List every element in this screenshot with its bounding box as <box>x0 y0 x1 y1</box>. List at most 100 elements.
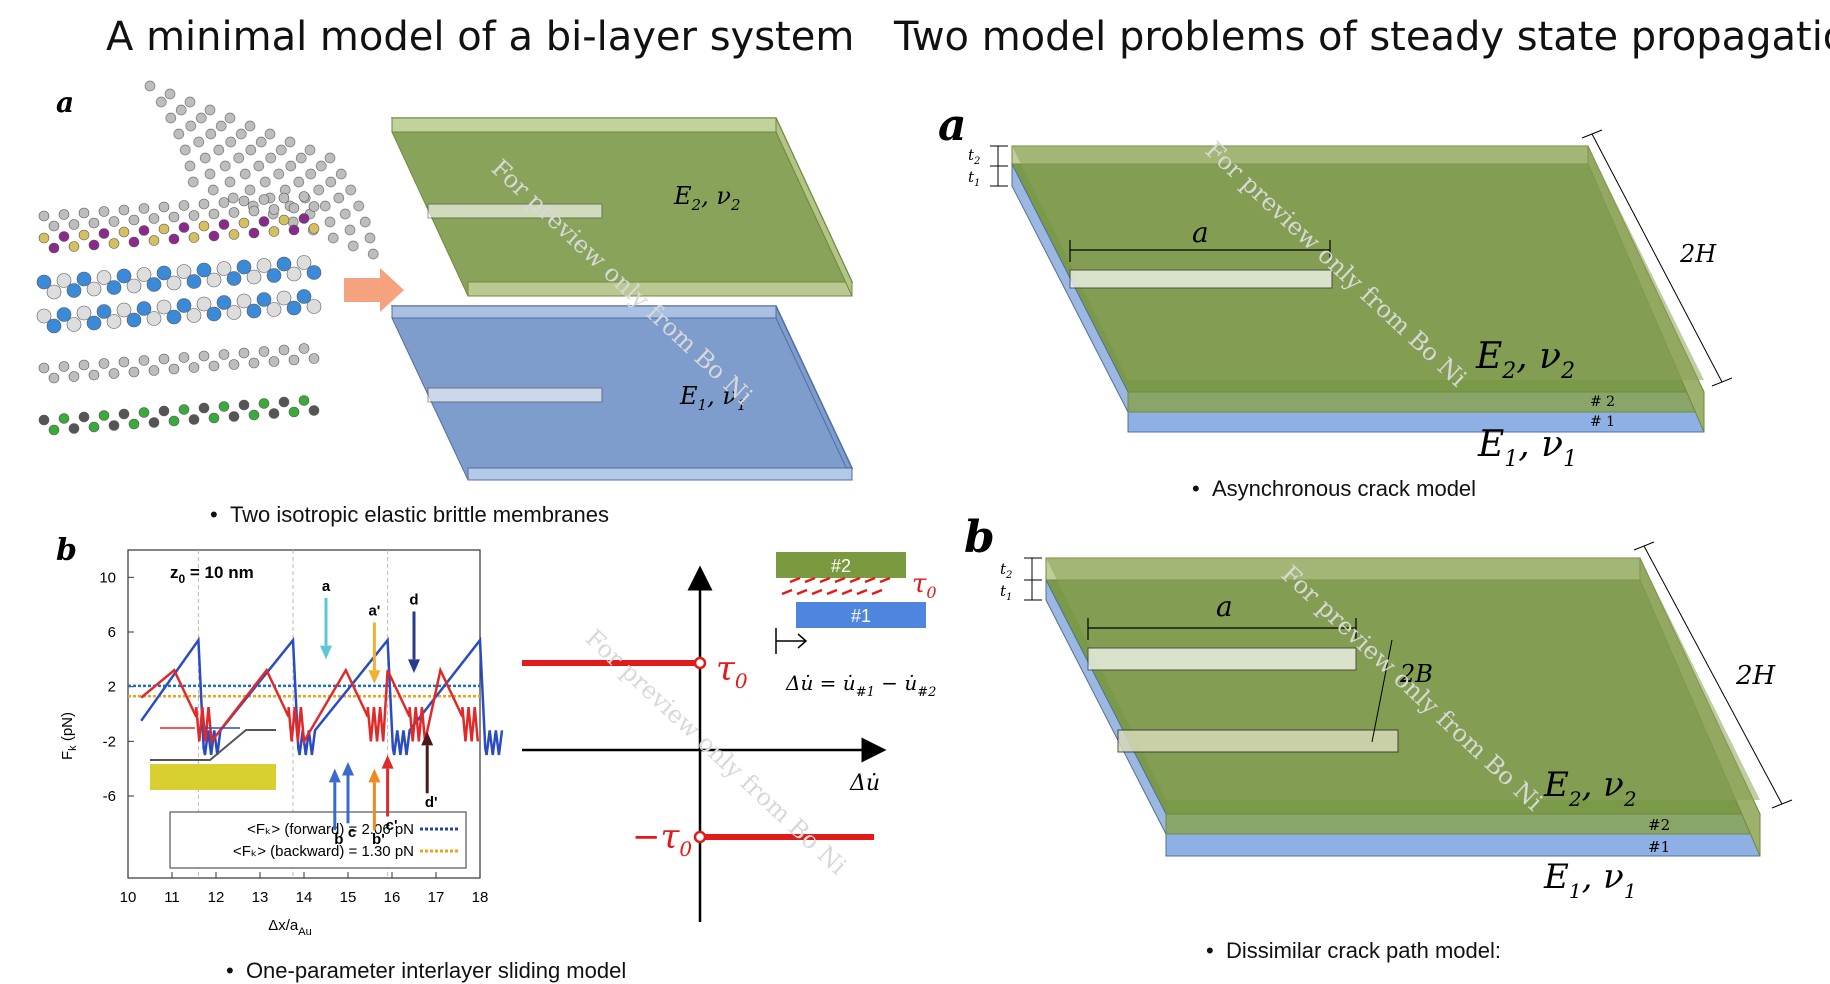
inset-layer-1 <box>796 602 926 628</box>
force-marker-label: d' <box>425 794 438 811</box>
force-x-tick-label: 14 <box>296 889 313 906</box>
async-layer1-label: # 1 <box>1590 414 1615 430</box>
async-layer2-label: # 2 <box>1590 394 1615 410</box>
caption-dissimilar: • Dissimilar crack path model: <box>1206 938 1502 963</box>
force-marker-arrowhead <box>328 768 341 783</box>
plate-bottom-nu: ν <box>722 382 737 410</box>
force-y-tick-label: 2 <box>108 679 116 696</box>
force-legend-entry: <Fₖ> (forward) = 2.06 pN <box>247 821 414 838</box>
force-marker-arrowhead <box>421 731 434 746</box>
force-y-tick-label: -2 <box>103 733 116 750</box>
force-x-tick-label: 10 <box>120 889 137 906</box>
plate-bottom-label: E1, ν1 <box>679 382 746 414</box>
force-marker-arrowhead <box>368 768 381 783</box>
law-positive-endpoint <box>693 656 707 670</box>
plate-top-nu: ν <box>716 182 731 210</box>
sliding-law-plot: τ0 −τ0 Δu̇ #2 τ0 #1 Δu̇ = u̇#1 − u̇#2 <box>522 552 937 922</box>
law-negative-endpoint <box>693 830 707 844</box>
panel-label-left-b: b <box>56 533 77 568</box>
force-y-tick-label: 10 <box>99 569 116 586</box>
dissimilar-b-label: 2B <box>1399 660 1433 688</box>
force-plot: 10 11 12 13 14 15 16 17 18 10 6 2 -2 -6 z0 = 10 nm <Fₖ>… <box>59 549 504 938</box>
inset-layer-2 <box>776 552 906 578</box>
force-marker-arrowhead <box>342 761 354 776</box>
plate-bottom-nu-sub: 1 <box>737 396 747 414</box>
dissimilar-t1-label: t1 <box>1000 582 1012 603</box>
panel-label-right-a: a <box>938 100 967 151</box>
async-h-label: 2H <box>1679 240 1717 268</box>
plate-top-E: E <box>673 182 692 210</box>
force-marker-label: b' <box>372 831 385 848</box>
dissimilar-layer2-label: #2 <box>1648 816 1670 834</box>
dissimilar-t2-label: t2 <box>1000 560 1012 581</box>
molecular-layers <box>36 191 322 436</box>
force-y-tick-label: 6 <box>108 624 116 641</box>
caption-async: • Asynchronous crack model <box>1192 476 1477 501</box>
dissimilar-e1-label: E1, ν1 <box>1543 857 1637 903</box>
force-x-tick-label: 18 <box>472 889 489 906</box>
inset-tau: τ0 <box>912 569 937 602</box>
force-y-tick-label: -6 <box>103 788 116 805</box>
caption-sliding-text: One-parameter interlayer sliding model <box>245 958 627 983</box>
backward-force-series <box>140 666 480 746</box>
caption-sliding: • One-parameter interlayer sliding model <box>226 958 627 983</box>
force-y-label: Fk (pN) <box>59 712 79 760</box>
law-x-label: Δu̇ <box>849 771 880 796</box>
caption-membranes-text: Two isotropic elastic brittle membranes <box>229 502 609 527</box>
force-marker-label: a <box>322 578 331 595</box>
force-x-tick-label: 13 <box>252 889 269 906</box>
graphene-top-sheet <box>144 80 379 260</box>
async-e1-label: E1, ν1 <box>1477 424 1577 472</box>
force-x-tick-label: 15 <box>340 889 357 906</box>
right-title: Two model problems of steady state propa… <box>894 14 1830 60</box>
law-tau-pos: τ0 <box>716 649 748 693</box>
dissimilar-layer1-label: #1 <box>1648 838 1670 856</box>
force-marker-label: c <box>348 824 356 841</box>
force-marker-arrowhead <box>320 645 332 660</box>
force-x-tick-label: 17 <box>428 889 445 906</box>
plate-top-label: E2, ν2 <box>673 182 740 214</box>
async-t1-label: t1 <box>968 168 980 189</box>
caption-membranes: • Two isotropic elastic brittle membrane… <box>210 502 609 527</box>
plate-bottom-E: E <box>679 382 698 410</box>
force-marker-label: b <box>334 831 343 848</box>
force-x-label: Δx/aAu <box>268 917 312 938</box>
force-legend-entry: <Fₖ> (backward) = 1.30 pN <box>233 843 414 860</box>
dissimilar-crack-model <box>1024 541 1793 857</box>
force-marker-label: a' <box>368 603 380 620</box>
plate-top-nu-sub: 2 <box>730 196 741 214</box>
async-t2-label: t2 <box>968 146 980 167</box>
inset-substrate-icon <box>150 764 276 790</box>
inset-layer-1-label: #1 <box>851 606 871 626</box>
caption-dissimilar-text: Dissimilar crack path model: <box>1225 938 1502 963</box>
panel-label-right-b: b <box>964 512 995 563</box>
left-title: A minimal model of a bi-layer system <box>106 14 855 60</box>
force-legend-box <box>169 811 467 869</box>
plate-top-E-sub: 2 <box>691 196 702 214</box>
inset-arrow-icon <box>775 628 808 654</box>
blue-membrane-plate <box>390 305 854 481</box>
force-marker-arrowhead <box>368 670 381 684</box>
inset-shear-dashes <box>781 576 891 596</box>
dissimilar-a-label: a <box>1216 590 1233 623</box>
async-a-label: a <box>1192 216 1209 249</box>
inset-equation: Δu̇ = u̇#1 − u̇#2 <box>785 671 936 700</box>
dissimilar-e2-label: E2, ν2 <box>1543 765 1637 811</box>
force-marker-arrowhead <box>408 659 420 673</box>
plate-bottom-E-sub: 1 <box>698 396 708 414</box>
orange-arrow-icon <box>344 268 404 312</box>
force-x-tick-label: 11 <box>164 889 180 906</box>
async-crack-model <box>990 129 1733 433</box>
force-marker-label: d <box>409 592 418 609</box>
molecular-structure-illustration <box>36 80 379 436</box>
force-marker-arrowhead <box>381 755 394 769</box>
force-x-tick-label: 12 <box>208 889 225 906</box>
law-tau-neg: −τ0 <box>632 817 692 861</box>
forward-force-series <box>140 636 504 756</box>
inset-tip-path <box>150 729 276 761</box>
force-marker-label: c' <box>386 817 398 834</box>
panel-label-left-a: a <box>56 86 74 119</box>
dissimilar-h-label: 2H <box>1735 661 1777 691</box>
